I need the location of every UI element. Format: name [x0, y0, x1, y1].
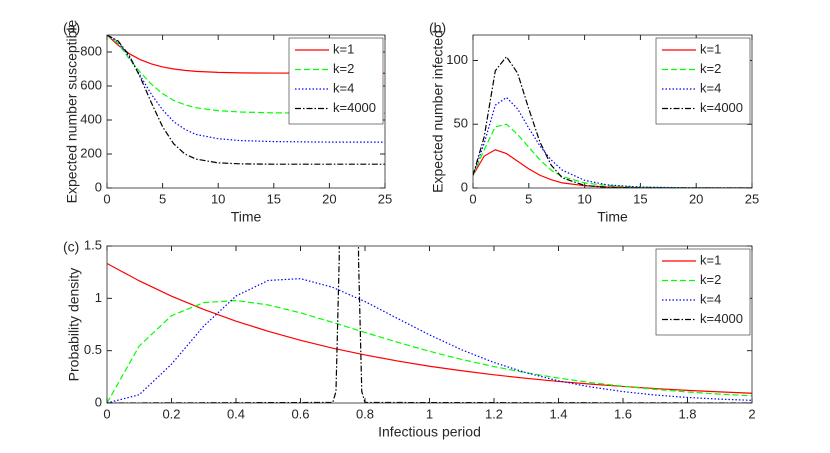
legend-label: k=4	[700, 291, 721, 306]
axes-box	[472, 34, 753, 189]
y-axis-label: Expected number infected	[430, 30, 446, 193]
x-tick-label: 0	[103, 191, 110, 206]
y-tick-label: 600	[80, 77, 102, 92]
x-axis-label: Time	[231, 209, 262, 225]
legend-label: k=4000	[700, 100, 743, 115]
series-line	[107, 246, 752, 403]
x-tick-label: 1.6	[614, 406, 632, 421]
x-tick-label: 0	[469, 191, 476, 206]
x-tick-label: 0	[103, 406, 110, 421]
series-line	[107, 35, 385, 114]
legend-box	[655, 37, 751, 125]
y-axis-label: Expected number susceptible	[64, 19, 80, 203]
x-tick-label: 20	[322, 191, 336, 206]
legend-label: k=2	[700, 272, 721, 287]
legend-label: k=1	[700, 252, 721, 267]
y-axis-label: Probability density	[66, 268, 82, 382]
x-tick-label: 5	[525, 191, 532, 206]
x-tick-label: 5	[159, 191, 166, 206]
y-tick-label: 1.5	[84, 237, 102, 252]
y-tick-label: 200	[80, 145, 102, 160]
y-tick-label: 0.5	[84, 342, 102, 357]
y-tick-label: 1	[95, 290, 102, 305]
legend-label: k=1	[700, 41, 721, 56]
series-line	[107, 35, 385, 165]
x-tick-label: 0.4	[227, 406, 245, 421]
x-axis-label: Time	[597, 209, 628, 225]
x-tick-label: 0.6	[291, 406, 309, 421]
y-tick-label: 0	[95, 394, 102, 409]
legend-label: k=4000	[700, 311, 743, 326]
y-tick-label: 0	[461, 179, 468, 194]
x-tick-label: 1.2	[485, 406, 503, 421]
y-tick-label: 400	[80, 111, 102, 126]
plot-area	[107, 246, 752, 403]
legend-label: k=4	[333, 80, 354, 95]
x-tick-label: 0.8	[356, 406, 374, 421]
series-line	[107, 299, 752, 403]
axes-box	[106, 245, 753, 404]
y-tick-label: 0	[95, 179, 102, 194]
series-line	[473, 96, 752, 188]
legend-box	[288, 37, 384, 125]
x-tick-label: 2	[748, 406, 755, 421]
x-tick-label: 1.8	[678, 406, 696, 421]
x-tick-label: 0.2	[162, 406, 180, 421]
x-axis-label: Infectious period	[378, 424, 481, 440]
y-tick-label: 800	[80, 43, 102, 58]
panel-label: (c)	[63, 239, 79, 255]
legend-label: k=2	[333, 61, 354, 76]
x-tick-label: 15	[633, 191, 647, 206]
series-line	[473, 123, 752, 188]
series-line	[107, 35, 385, 74]
panel-label: (b)	[429, 20, 446, 36]
x-tick-label: 25	[378, 191, 392, 206]
x-tick-label: 20	[689, 191, 703, 206]
x-tick-label: 1	[426, 406, 433, 421]
legend-label: k=1	[333, 41, 354, 56]
legend-box	[655, 248, 751, 336]
panel-label: (a)	[63, 20, 80, 36]
legend-label: k=2	[700, 61, 721, 76]
axes-box	[106, 34, 386, 189]
legend-label: k=4	[700, 80, 721, 95]
y-tick-label: 50	[454, 116, 468, 131]
x-tick-label: 25	[745, 191, 759, 206]
x-tick-label: 10	[577, 191, 591, 206]
x-tick-label: 15	[267, 191, 281, 206]
y-tick-label: 100	[446, 52, 468, 67]
x-tick-label: 10	[211, 191, 225, 206]
legend-label: k=4000	[333, 100, 376, 115]
x-tick-label: 1.4	[549, 406, 567, 421]
